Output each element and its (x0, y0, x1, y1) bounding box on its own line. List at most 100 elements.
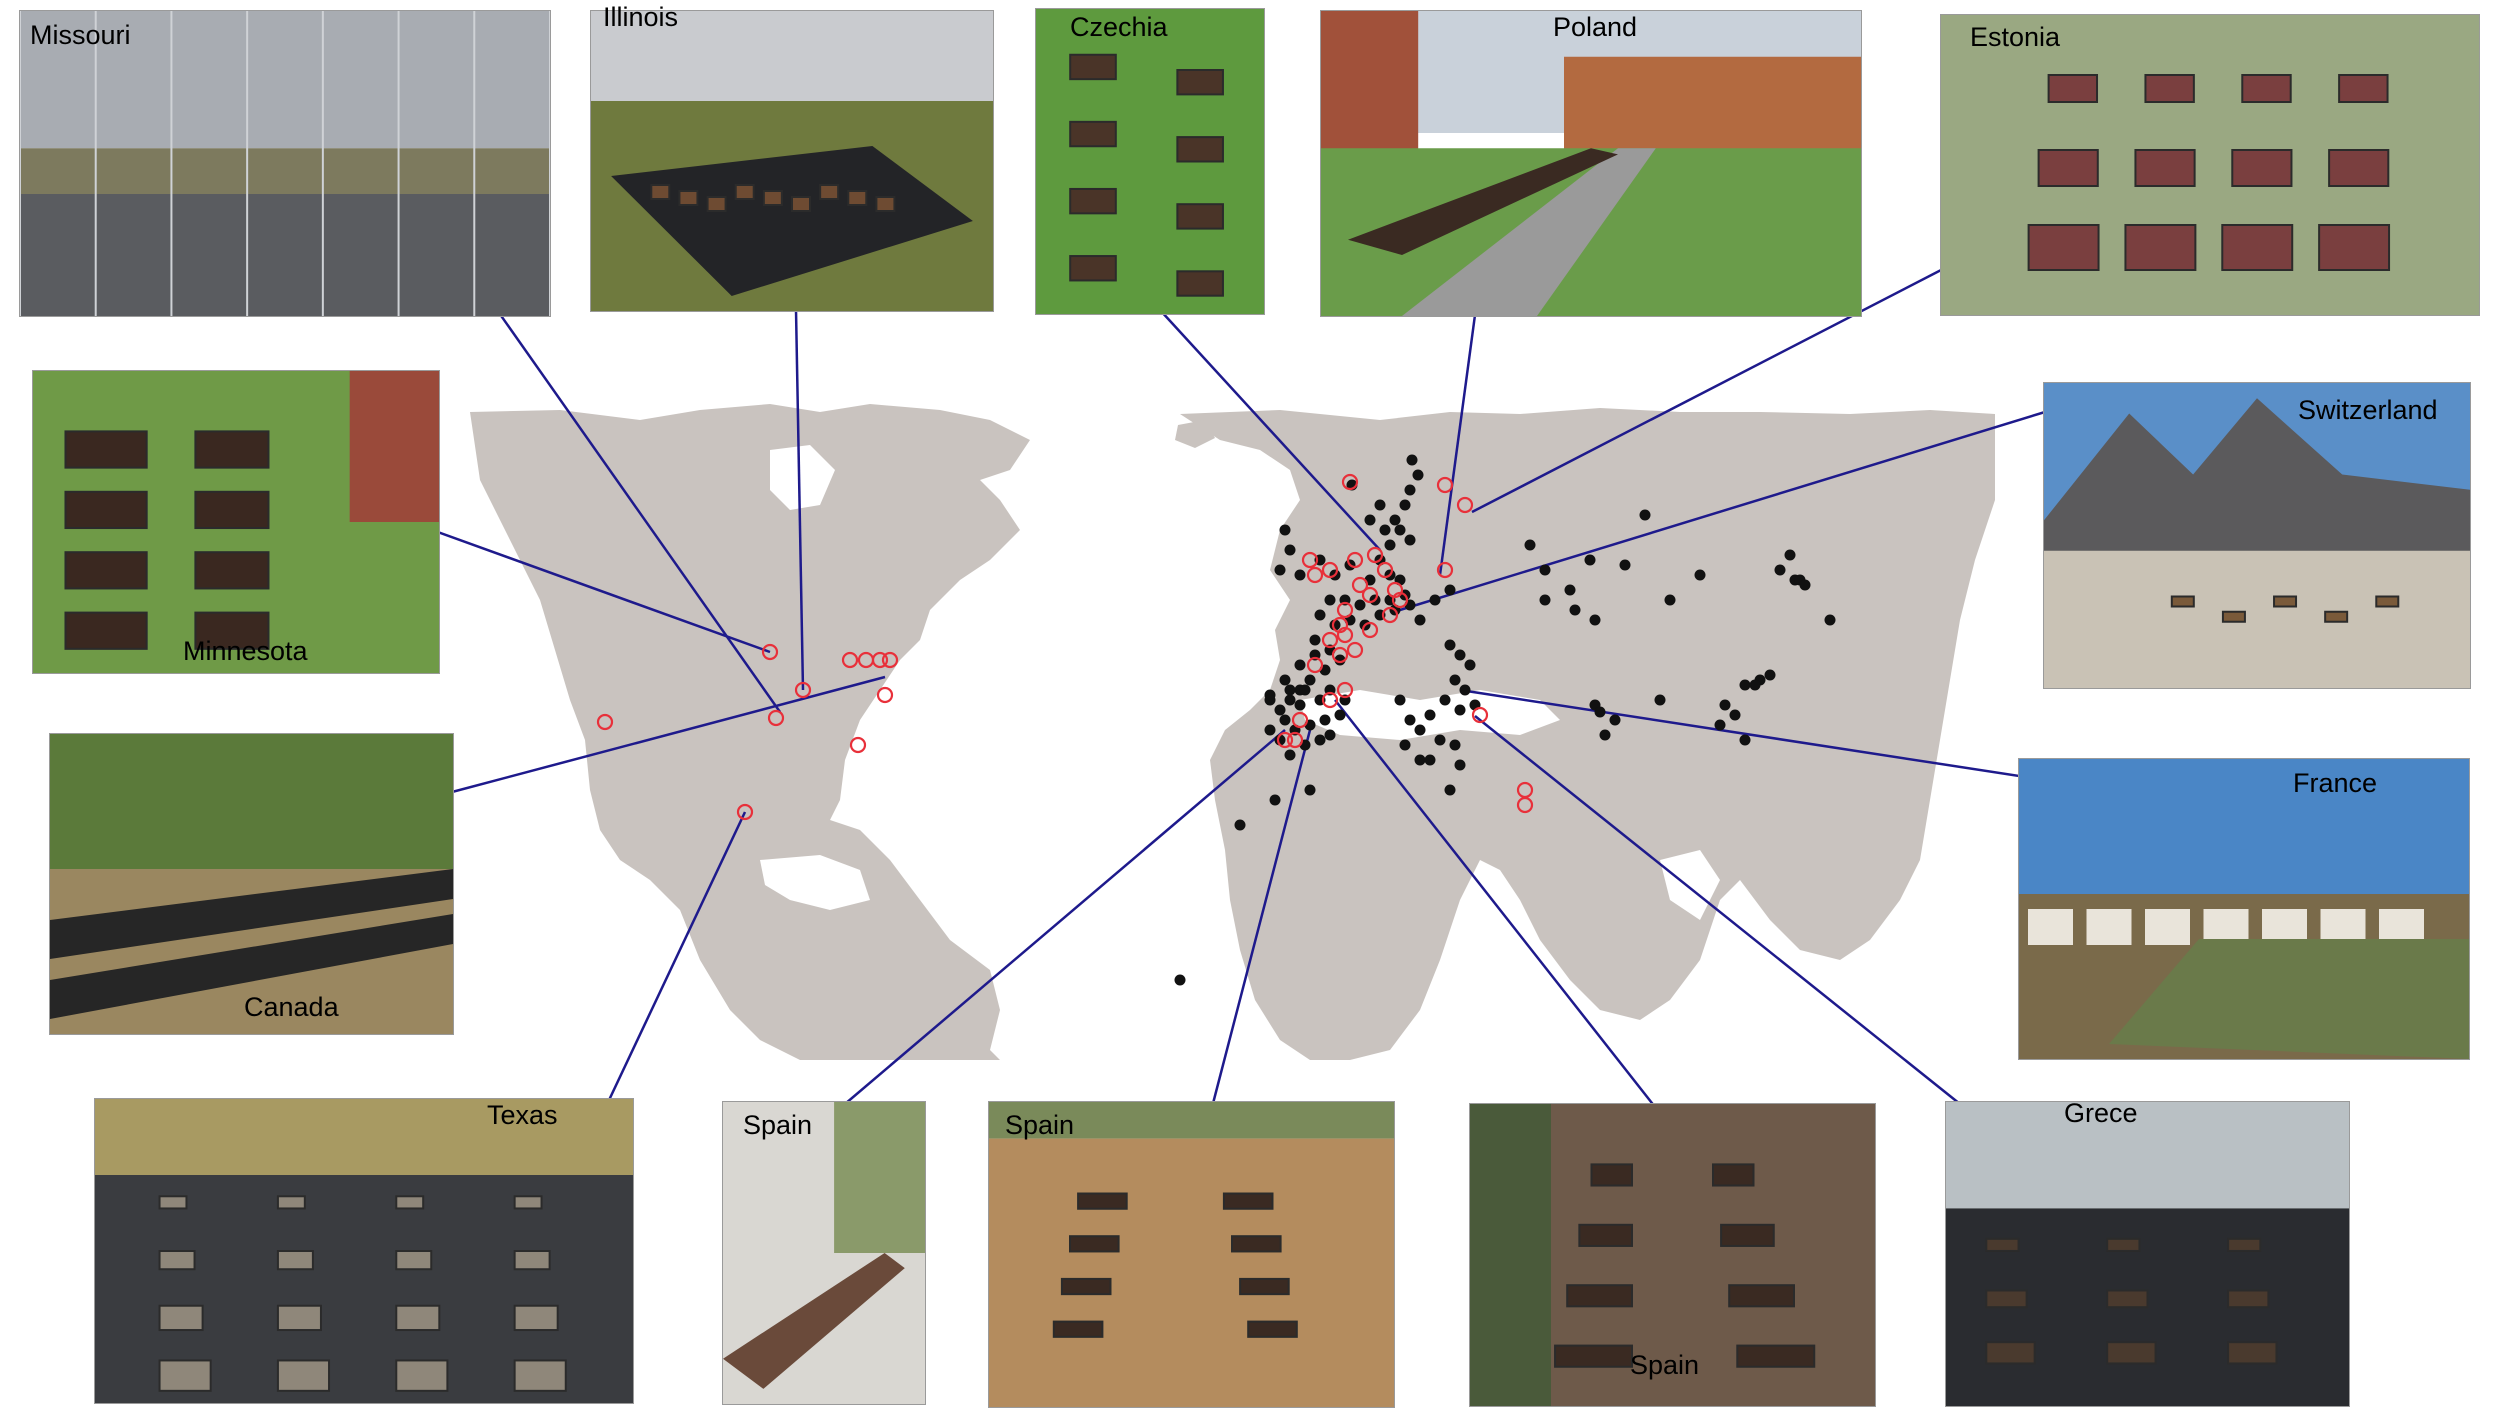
plot-square (1069, 1235, 1120, 1253)
weed-cloth (50, 869, 453, 959)
plot-square (158, 1359, 212, 1392)
plot-square (513, 1250, 551, 1271)
site-dot (1394, 694, 1406, 706)
label-illinois: Illinois (603, 2, 679, 32)
site-dot (1399, 499, 1411, 511)
gravel (2044, 550, 2470, 688)
site-highlight-circle (1276, 731, 1294, 749)
site-dot (1569, 604, 1581, 616)
plot-square (819, 184, 840, 200)
plot-square (158, 1250, 196, 1271)
plot-square (2106, 1341, 2157, 1365)
map-eurasia-africa-landmass (1180, 408, 1995, 1060)
site-dot (1364, 514, 1376, 526)
plot-square (1176, 203, 1224, 230)
site-dot (1412, 469, 1424, 481)
site-dot (1269, 794, 1281, 806)
site-highlight-circle (1346, 641, 1364, 659)
photo-scene (20, 11, 550, 316)
plot-square (2106, 1289, 2149, 1309)
site-highlight-circle (1321, 691, 1339, 709)
site-highlight-circle (794, 681, 812, 699)
site-highlight-circle (1286, 731, 1304, 749)
site-dot (1334, 654, 1346, 666)
photo-scene (1321, 11, 1861, 316)
plot-square (395, 1304, 441, 1332)
site-markers (596, 454, 1836, 986)
connector-line (1471, 266, 1946, 514)
site-highlight-circle (761, 643, 779, 661)
site-dot (1284, 544, 1296, 556)
site-dot (1564, 584, 1576, 596)
site-dot (1449, 739, 1461, 751)
plot-square (2037, 149, 2099, 187)
site-dot (1539, 564, 1551, 576)
site-dot (1599, 729, 1611, 741)
plot-square (706, 196, 727, 212)
plot-square (2328, 149, 2390, 187)
plot-square (64, 551, 148, 590)
site-highlight-circle (1436, 561, 1454, 579)
site-dot (1694, 569, 1706, 581)
plot-square (1554, 1344, 1633, 1368)
site-highlight-circle (1341, 473, 1359, 491)
big-bag (2145, 909, 2190, 945)
photo-spain-1 (722, 1101, 926, 1405)
photo-greece (1945, 1101, 2350, 1407)
site-dot (1584, 554, 1596, 566)
site-highlight-circle (1291, 711, 1309, 729)
map-arabian-sea (1660, 850, 1720, 920)
site-highlight-circle (871, 651, 889, 669)
site-highlight-circle (1306, 656, 1324, 674)
photo-illinois (590, 10, 994, 312)
site-dot (1524, 539, 1536, 551)
site-dot (1384, 539, 1396, 551)
ground-cloth (20, 194, 550, 316)
plot-square (1060, 1277, 1112, 1296)
site-dot (1414, 614, 1426, 626)
map-iceland (1175, 420, 1215, 448)
site-dot (1539, 594, 1551, 606)
plot-square (1736, 1344, 1816, 1368)
site-dot (1454, 759, 1466, 771)
site-dot (1274, 734, 1286, 746)
site-highlight-circle (1381, 606, 1399, 624)
plot-square (1222, 1192, 1274, 1210)
site-dot (1264, 724, 1276, 736)
site-highlight-circle (1376, 561, 1394, 579)
plot-square (1069, 187, 1117, 215)
site-highlight-circle (881, 651, 899, 669)
sky (2019, 759, 2469, 894)
photo-switzerland (2043, 382, 2471, 689)
photo-scene (723, 1102, 925, 1404)
site-dot (1374, 499, 1386, 511)
site-highlight-circle (1306, 566, 1324, 584)
site-highlight-circle (876, 686, 894, 704)
connector-line (1474, 715, 1986, 1125)
sky-trees (1946, 1102, 2349, 1209)
site-dot (1314, 734, 1326, 746)
site-dot (1394, 524, 1406, 536)
site-dot (1444, 584, 1456, 596)
site-dot (1639, 509, 1651, 521)
site-dot (1399, 739, 1411, 751)
plot-square (1052, 1320, 1104, 1338)
map-hudson-bay (770, 445, 835, 510)
site-dot (1309, 634, 1321, 646)
site-dot (1739, 679, 1751, 691)
connector-line (409, 520, 771, 654)
plot-square (2047, 74, 2099, 103)
plot-square (1578, 1223, 1633, 1247)
site-dot (1294, 699, 1306, 711)
plot-square (1985, 1237, 2020, 1252)
plot-square (1077, 1192, 1128, 1210)
plot-square (847, 190, 868, 206)
plot-square (276, 1359, 331, 1392)
site-highlight-circle (841, 651, 859, 669)
plot-square (1069, 120, 1117, 148)
site-dot (1274, 564, 1286, 576)
site-dot (1304, 674, 1316, 686)
plot-square (2221, 610, 2246, 623)
site-dot (1454, 704, 1466, 716)
